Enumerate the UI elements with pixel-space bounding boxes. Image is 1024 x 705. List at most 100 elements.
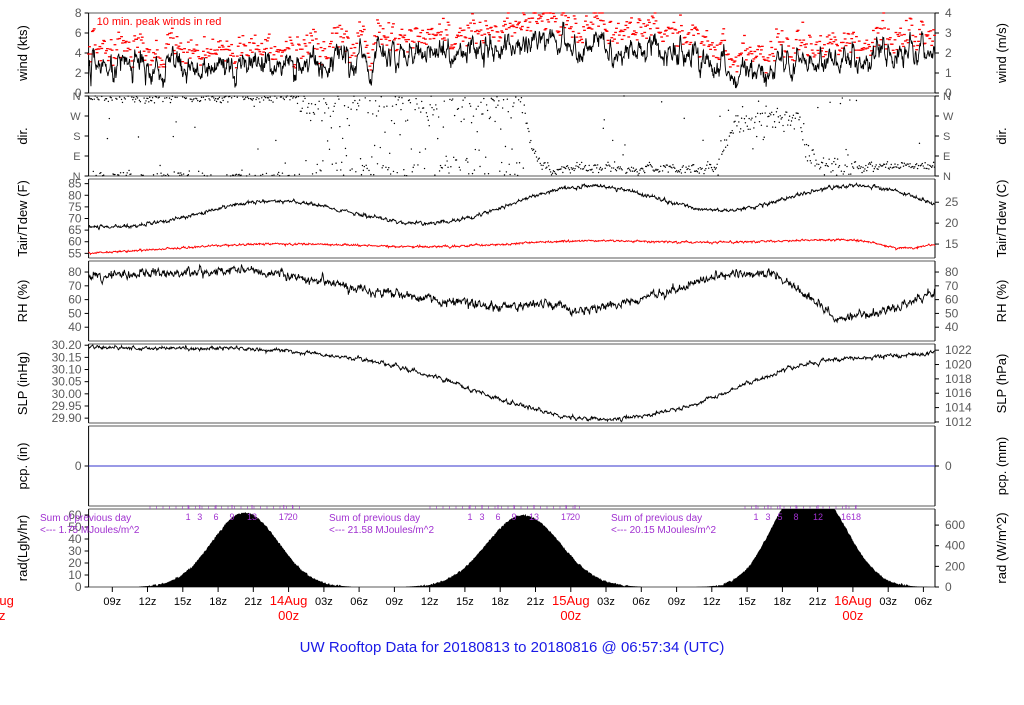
svg-text:5: 5 — [777, 512, 782, 522]
svg-text:13: 13 — [529, 512, 539, 522]
svg-text:N: N — [73, 91, 81, 103]
svg-text:29.95: 29.95 — [52, 399, 82, 413]
svg-text:06z: 06z — [915, 596, 933, 608]
svg-text:00z: 00z — [278, 608, 299, 623]
svg-text:12z: 12z — [139, 596, 157, 608]
svg-text:30.00: 30.00 — [52, 387, 82, 401]
svg-text:3: 3 — [945, 26, 952, 40]
svg-text:80: 80 — [945, 265, 959, 279]
svg-text:12: 12 — [813, 512, 823, 522]
svg-text:0: 0 — [75, 459, 82, 473]
svg-text:13: 13 — [247, 512, 257, 522]
svg-text:N: N — [943, 91, 951, 103]
svg-text:1014: 1014 — [945, 401, 972, 415]
svg-text:6: 6 — [495, 512, 500, 522]
svg-text:18z: 18z — [209, 596, 227, 608]
svg-text:RH (%): RH (%) — [994, 280, 1009, 323]
svg-text:1: 1 — [186, 512, 191, 522]
svg-text:00z: 00z — [0, 608, 5, 623]
svg-text:18z: 18z — [774, 596, 792, 608]
svg-text:0: 0 — [945, 580, 952, 594]
svg-text:pcp. (in): pcp. (in) — [15, 443, 30, 490]
svg-text:16: 16 — [841, 512, 851, 522]
svg-text:3: 3 — [765, 512, 770, 522]
svg-text:dir.: dir. — [15, 127, 30, 144]
svg-text:21z: 21z — [527, 596, 545, 608]
svg-text:70: 70 — [945, 279, 959, 293]
svg-text:4: 4 — [945, 6, 952, 20]
svg-text:SLP (hPa): SLP (hPa) — [994, 354, 1009, 414]
svg-text:2: 2 — [75, 66, 82, 80]
svg-text:30: 30 — [68, 544, 82, 558]
svg-text:16Aug: 16Aug — [834, 593, 872, 608]
svg-text:09z: 09z — [668, 596, 686, 608]
svg-text:1: 1 — [467, 512, 472, 522]
svg-text:S: S — [73, 131, 80, 143]
svg-text:E: E — [73, 151, 80, 163]
svg-text:RH (%): RH (%) — [15, 280, 30, 323]
svg-text:09z: 09z — [103, 596, 121, 608]
svg-text:10: 10 — [68, 568, 82, 582]
svg-text:20: 20 — [68, 556, 82, 570]
svg-text:4: 4 — [75, 46, 82, 60]
svg-text:1022: 1022 — [945, 343, 972, 357]
svg-text:E: E — [943, 151, 950, 163]
svg-text:25: 25 — [945, 195, 959, 209]
svg-text:<--- 20.15 MJoules/m^2: <--- 20.15 MJoules/m^2 — [611, 525, 716, 536]
svg-text:09z: 09z — [386, 596, 404, 608]
svg-text:rad(Lgly/hr): rad(Lgly/hr) — [15, 515, 30, 581]
svg-text:S: S — [943, 131, 950, 143]
svg-text:1016: 1016 — [945, 386, 972, 400]
svg-text:03z: 03z — [315, 596, 333, 608]
svg-text:9: 9 — [511, 512, 516, 522]
svg-text:21z: 21z — [244, 596, 262, 608]
svg-text:1: 1 — [945, 66, 952, 80]
svg-text:3: 3 — [197, 512, 202, 522]
svg-text:29.90: 29.90 — [52, 411, 82, 425]
svg-text:600: 600 — [945, 518, 965, 532]
svg-text:6: 6 — [213, 512, 218, 522]
svg-text:40: 40 — [945, 320, 959, 334]
svg-text:Sum of previous day: Sum of previous day — [611, 513, 702, 524]
svg-text:03z: 03z — [879, 596, 897, 608]
svg-text:60: 60 — [68, 293, 82, 307]
svg-text:20: 20 — [570, 512, 580, 522]
svg-text:6: 6 — [75, 26, 82, 40]
svg-text:18z: 18z — [491, 596, 509, 608]
svg-text:0: 0 — [945, 459, 952, 473]
svg-text:30.05: 30.05 — [52, 375, 82, 389]
svg-text:0: 0 — [75, 580, 82, 594]
svg-text:9: 9 — [229, 512, 234, 522]
svg-text:18: 18 — [851, 512, 861, 522]
svg-text:1020: 1020 — [945, 358, 972, 372]
svg-text:15z: 15z — [738, 596, 756, 608]
svg-text:400: 400 — [945, 539, 965, 553]
svg-text:13Aug: 13Aug — [0, 593, 14, 608]
svg-text:03z: 03z — [597, 596, 615, 608]
svg-text:50: 50 — [945, 306, 959, 320]
svg-text:70: 70 — [68, 279, 82, 293]
svg-text:80: 80 — [68, 265, 82, 279]
svg-text:30.10: 30.10 — [52, 363, 82, 377]
svg-text:2: 2 — [945, 46, 952, 60]
svg-text:dir.: dir. — [994, 127, 1009, 144]
svg-text:Sum of previous day: Sum of previous day — [40, 513, 131, 524]
svg-text:<--- 21.58 MJoules/m^2: <--- 21.58 MJoules/m^2 — [329, 525, 434, 536]
svg-text:60: 60 — [945, 293, 959, 307]
svg-text:14Aug: 14Aug — [270, 593, 308, 608]
svg-text:30.20: 30.20 — [52, 338, 82, 352]
svg-text:00z: 00z — [842, 608, 863, 623]
svg-text:1018: 1018 — [945, 372, 972, 386]
svg-text:pcp. (mm): pcp. (mm) — [994, 437, 1009, 496]
svg-text:UW Rooftop Data for 20180813: UW Rooftop Data for 20180813 to 20180816… — [300, 639, 725, 656]
svg-text:50: 50 — [68, 306, 82, 320]
svg-text:W: W — [70, 111, 81, 123]
svg-text:15z: 15z — [456, 596, 474, 608]
svg-text:3: 3 — [479, 512, 484, 522]
svg-text:30.15: 30.15 — [52, 350, 82, 364]
svg-text:20: 20 — [288, 512, 298, 522]
svg-text:wind (kts): wind (kts) — [15, 25, 30, 82]
svg-text:SLP (inHg): SLP (inHg) — [15, 352, 30, 415]
svg-text:15Aug: 15Aug — [552, 593, 590, 608]
svg-text:8: 8 — [75, 6, 82, 20]
